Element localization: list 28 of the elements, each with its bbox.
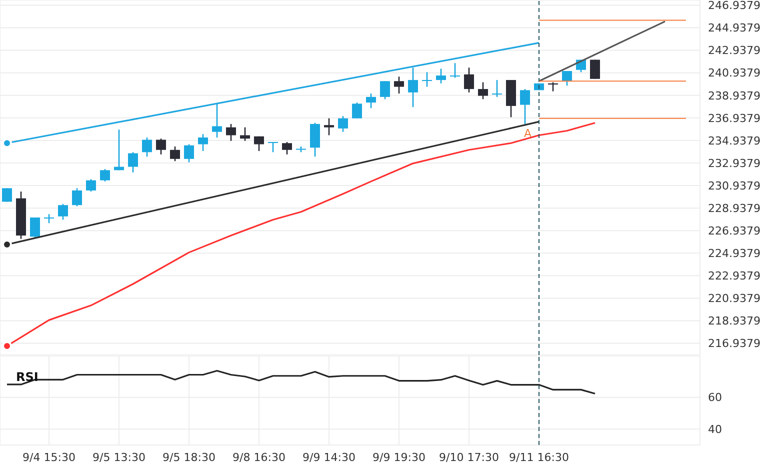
y-tick-label: 40 [708, 423, 722, 436]
y-tick-label: 218.9379 [708, 314, 760, 328]
x-tick-label: 9/9 19:30 [372, 450, 426, 464]
x-tick-label: 9/10 17:30 [439, 450, 499, 464]
y-tick-label: 228.9379 [708, 202, 760, 215]
x-tick-label: 9/9 14:30 [302, 450, 356, 464]
y-tick-label: 60 [708, 391, 722, 404]
y-tick-label: 226.9379 [708, 224, 760, 238]
y-tick-label: 230.9379 [708, 179, 760, 192]
y-tick-label: 236.9379 [708, 112, 760, 125]
annotation: A [524, 126, 532, 140]
y-tick-label: 224.9379 [708, 247, 760, 260]
y-tick-label: 234.9379 [708, 134, 760, 148]
y-tick-label: 238.9379 [708, 89, 760, 102]
y-tick-label: 220.9379 [708, 292, 760, 306]
y-tick-label: 246.9379 [708, 0, 760, 12]
text: RSI [16, 370, 38, 384]
y-tick-label: 232.9379 [708, 156, 760, 170]
y-tick-label: 242.9379 [708, 44, 760, 58]
x-tick-label: 9/11 16:30 [509, 450, 569, 464]
x-tick-label: 9/8 16:30 [232, 450, 286, 464]
x-tick-label: 9/5 18:30 [162, 450, 216, 464]
y-tick-label: 240.9379 [708, 66, 760, 80]
x-tick-label: 9/5 13:30 [92, 450, 146, 464]
y-tick-label: 222.9379 [708, 270, 760, 283]
y-tick-label: 244.9379 [708, 22, 760, 35]
y-tick-label: 216.9379 [708, 337, 760, 350]
x-tick-label: 9/4 15:30 [22, 450, 76, 464]
